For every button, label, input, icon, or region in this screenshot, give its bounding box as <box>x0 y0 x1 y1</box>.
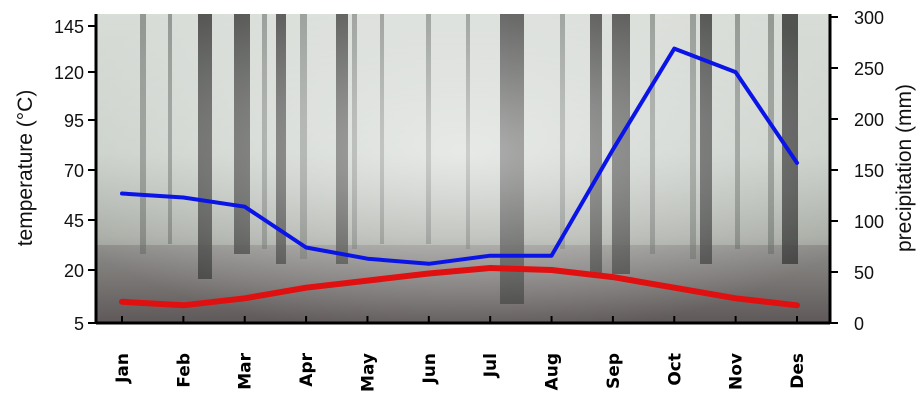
y-axis-right-title: precipitation (mm) <box>893 84 916 252</box>
y-axis-left-title: temperature (°C) <box>14 90 37 247</box>
y-left-tick-label: 95 <box>64 111 84 131</box>
x-tick-label-mar: Mar <box>236 352 256 389</box>
temperature-point <box>180 302 186 308</box>
y-left-tick-label: 70 <box>64 161 84 181</box>
y-left-tick-label: 145 <box>54 17 84 37</box>
x-tick-label-aug: Aug <box>543 353 563 390</box>
temperature-point <box>549 267 555 273</box>
forest-background-image <box>96 14 830 323</box>
precipitation-point <box>304 246 308 250</box>
y-right-tick-label: 50 <box>854 263 874 283</box>
precipitation-point <box>181 196 185 200</box>
x-tick-label-oct: Oct <box>665 353 685 386</box>
x-tick-label-sep: Sep <box>604 353 624 389</box>
temperature-point <box>794 302 800 308</box>
x-tick-label-apr: Apr <box>297 352 317 386</box>
temperature-point <box>671 285 677 291</box>
y-right-tick-label: 200 <box>854 110 884 130</box>
x-tick-label-feb: Feb <box>174 353 194 388</box>
x-tick-label-may: May <box>358 353 378 392</box>
temperature-point <box>119 299 125 305</box>
precipitation-point <box>120 191 124 195</box>
temperature-point <box>364 278 370 284</box>
precipitation-point <box>611 148 615 152</box>
precipitation-point <box>672 47 676 51</box>
y-right-tick-label: 150 <box>854 161 884 181</box>
y-right-tick-label: 300 <box>854 8 884 28</box>
precipitation-point <box>488 254 492 258</box>
y-right-tick-label: 250 <box>854 59 884 79</box>
y-left-tick-label: 45 <box>64 211 84 231</box>
x-tick-label-nov: Nov <box>727 353 747 390</box>
temperature-point <box>426 271 432 277</box>
precipitation-point <box>427 262 431 266</box>
x-tick-label-jan: Jan <box>113 353 133 384</box>
precipitation-point <box>365 257 369 261</box>
y-right-tick-label: 100 <box>854 212 884 232</box>
y-right-tick-label: 0 <box>854 314 864 334</box>
precipitation-line <box>120 46 799 266</box>
temperature-line <box>119 265 800 309</box>
temperature-point <box>733 295 739 301</box>
precipitation-point <box>243 205 247 209</box>
temperature-point <box>610 274 616 280</box>
y-left-tick-label: 20 <box>64 261 84 281</box>
precipitation-point <box>550 254 554 258</box>
temperature-point <box>487 265 493 271</box>
x-tick-label-des: Des <box>788 353 808 389</box>
x-tick-label-jul: Jul <box>481 353 501 378</box>
temperature-point <box>242 295 248 301</box>
y-left-tick-label: 5 <box>74 314 84 334</box>
temperature-point <box>303 285 309 291</box>
precipitation-point <box>734 70 738 74</box>
precipitation-point <box>795 161 799 165</box>
x-tick-label-jun: Jun <box>420 353 440 385</box>
y-left-tick-label: 120 <box>54 63 84 83</box>
